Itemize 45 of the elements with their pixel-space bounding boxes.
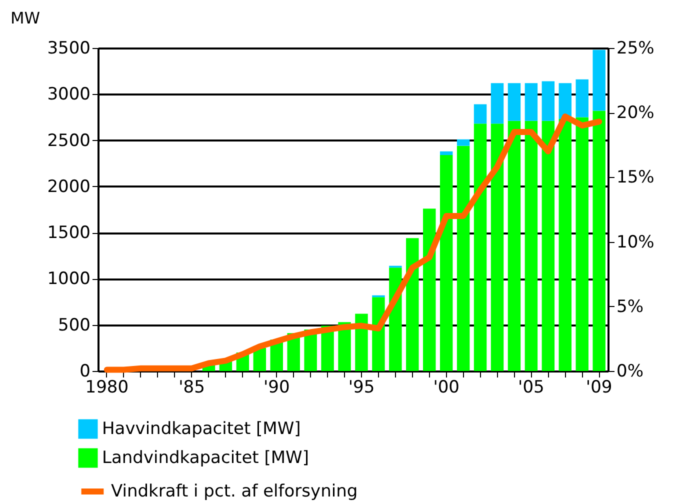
x-tick-label: '05 [518, 378, 544, 398]
bar [592, 110, 606, 371]
y2-tick-label: 25% [616, 38, 654, 58]
y2-tick-label: 20% [616, 103, 654, 124]
bar [490, 83, 504, 124]
y2-tick-label: 5% [616, 296, 644, 317]
bar [542, 120, 555, 371]
bar [542, 81, 555, 121]
y2-tick-label: 10% [616, 232, 654, 252]
y-tick-label: 3000 [47, 84, 90, 105]
y2-tick-label: 0% [616, 362, 644, 382]
x-tick-label: '85 [178, 378, 205, 398]
bar [576, 117, 588, 371]
legend-label: Vindkraft i pct. af elforsyning [111, 482, 358, 501]
bar [490, 124, 504, 371]
bar [440, 155, 453, 371]
legend-label: Havvindkapacitet [MW] [102, 419, 301, 439]
bar [558, 119, 572, 371]
bar [524, 120, 538, 371]
y-axis-title: MW [10, 8, 40, 28]
bar [423, 208, 436, 371]
y-tick-label: 1500 [47, 223, 90, 244]
legend-label: Landvindkapacitet [MW] [102, 448, 309, 468]
bar [440, 151, 453, 156]
bar [508, 83, 521, 121]
bar [524, 83, 538, 121]
y-tick-label: 2500 [47, 130, 90, 151]
x-tick-label: '00 [433, 378, 460, 398]
bar [456, 146, 470, 371]
y-tick-label: 3500 [47, 38, 90, 58]
bar [474, 104, 487, 124]
x-tick-label: '09 [586, 378, 612, 398]
bar [406, 238, 419, 371]
y-tick-label: 1000 [47, 269, 90, 290]
y-tick-label: 2000 [47, 176, 90, 197]
bar [456, 139, 470, 146]
bar [508, 120, 521, 371]
y2-tick-label: 15% [616, 168, 654, 188]
bar [474, 124, 487, 371]
x-tick-label: '90 [263, 378, 290, 398]
bar [592, 50, 606, 111]
y-tick-label: 500 [58, 315, 90, 336]
bar [253, 348, 266, 371]
bar [576, 79, 588, 118]
x-tick-label: '95 [348, 378, 375, 398]
